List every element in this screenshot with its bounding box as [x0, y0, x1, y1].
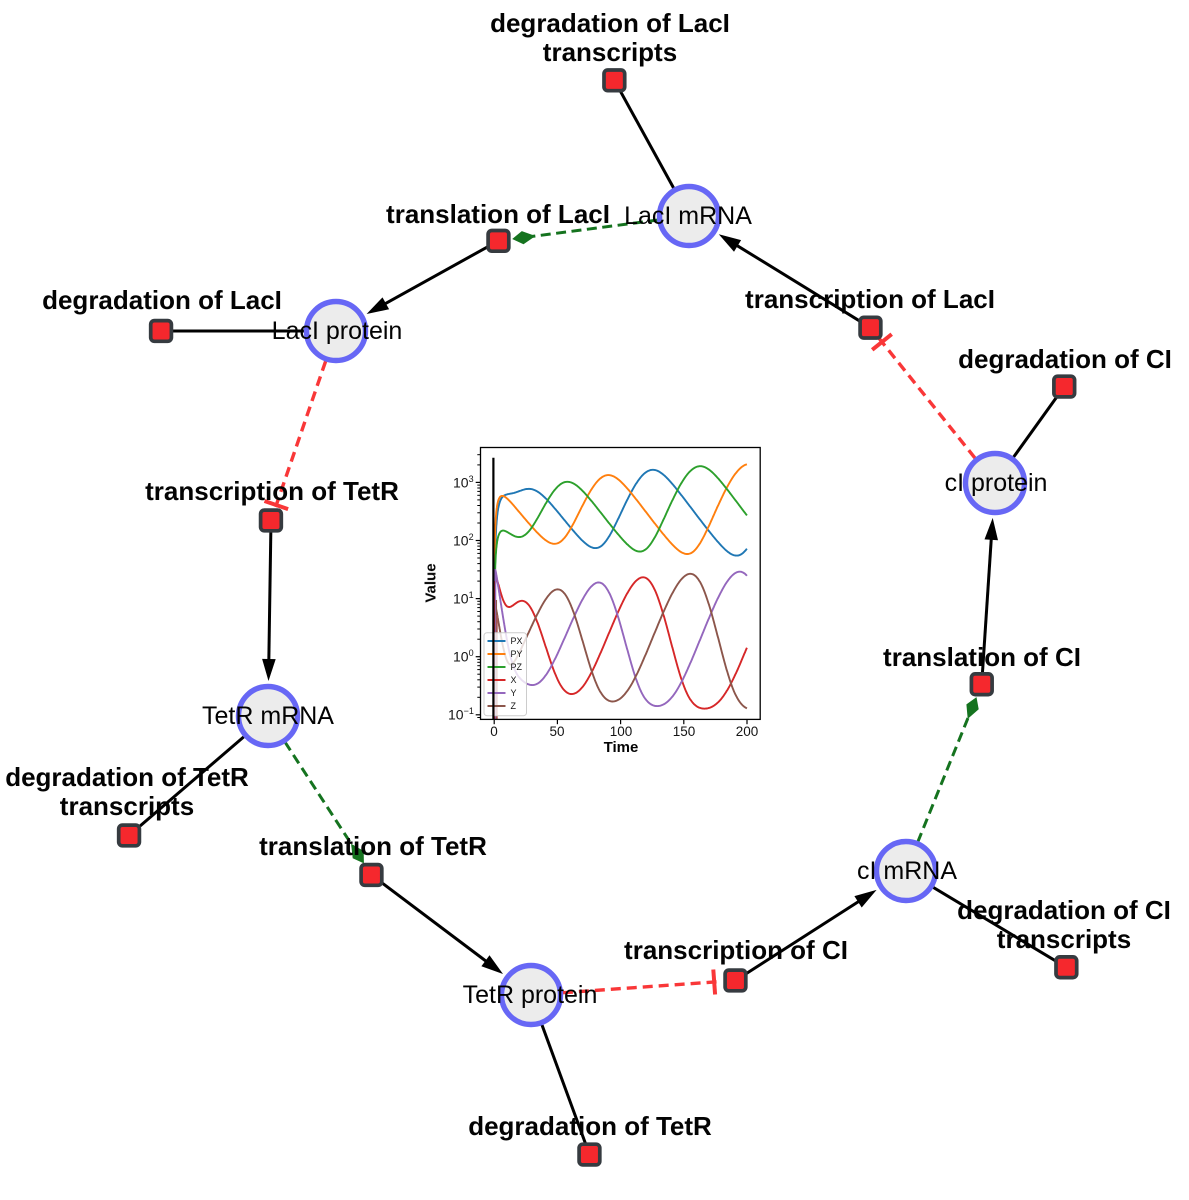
svg-text:X: X [511, 675, 517, 685]
svg-text:Y: Y [511, 688, 517, 698]
svg-text:Z: Z [511, 701, 517, 711]
svg-text:PX: PX [511, 636, 523, 646]
svg-text:PY: PY [511, 649, 523, 659]
svg-text:PZ: PZ [511, 662, 523, 672]
